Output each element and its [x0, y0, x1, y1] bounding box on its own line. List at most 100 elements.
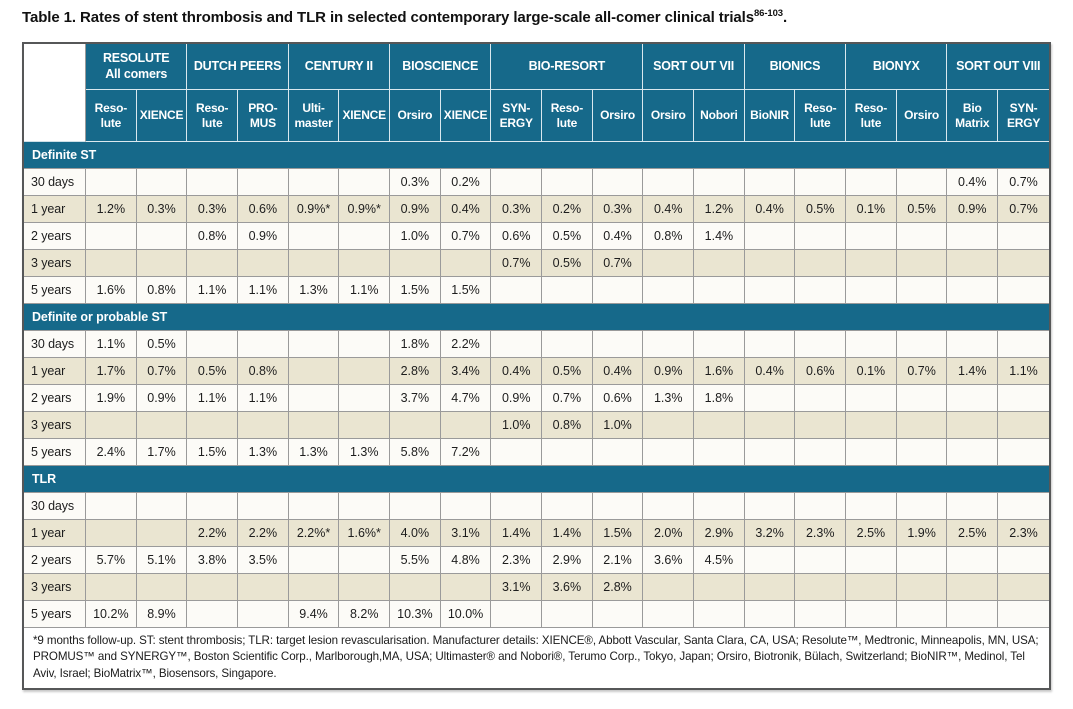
stent-header-resolute-16: Reso-lute: [846, 90, 897, 142]
value-cell: [846, 331, 897, 358]
value-cell: [187, 493, 239, 520]
row-label: 5 years: [24, 277, 86, 304]
trial-header-bioscience: BIOSCIENCE: [390, 44, 492, 90]
table-body: Definite ST 30 days 0.3% 0.2% 0.4% 0.7% 1 year…: [24, 142, 1049, 628]
data-row-definite-st-30-days: 30 days 0.3% 0.2% 0.4% 0.7%: [24, 169, 1049, 196]
value-cell: [896, 250, 948, 277]
value-cell: [947, 250, 999, 277]
value-cell: 0.3%: [592, 196, 644, 223]
section-row-definite-st: Definite ST: [24, 142, 1049, 169]
value-cell: [491, 493, 543, 520]
value-cell: [998, 250, 1049, 277]
value-cell: [998, 601, 1049, 628]
value-cell: 1.4%: [491, 520, 543, 547]
data-row-definite-st-3-years: 3 years 0.7% 0.5% 0.7%: [24, 250, 1049, 277]
value-cell: [187, 250, 239, 277]
value-cell: 10.0%: [440, 601, 492, 628]
value-cell: 0.7%: [592, 250, 644, 277]
data-row-definite-or-probable-st-5-years: 5 years 2.4% 1.7% 1.5% 1.3% 1.3% 1.3% 5.8% 7.2%: [24, 439, 1049, 466]
stent-header-promus-4: PRO- MUS: [238, 90, 289, 142]
value-cell: [694, 439, 745, 466]
value-cell: 0.2%: [542, 196, 593, 223]
value-cell: [288, 331, 340, 358]
row-label: 1 year: [24, 520, 86, 547]
value-cell: 1.6%: [86, 277, 137, 304]
value-cell: 2.5%: [947, 520, 999, 547]
value-cell: 1.2%: [86, 196, 137, 223]
value-cell: [795, 493, 847, 520]
value-cell: [896, 412, 948, 439]
value-cell: [643, 277, 695, 304]
value-cell: [694, 601, 745, 628]
data-row-tlr-2-years: 2 years 5.7% 5.1% 3.8% 3.5% 5.5% 4.8% 2.3% 2.9% 2…: [24, 547, 1049, 574]
value-cell: 1.5%: [592, 520, 644, 547]
value-cell: 1.8%: [694, 385, 745, 412]
value-cell: [744, 169, 796, 196]
value-cell: [136, 223, 188, 250]
footnote-row: *9 months follow-up. ST: stent thrombosi…: [24, 628, 1049, 689]
value-cell: 0.4%: [440, 196, 492, 223]
value-cell: [491, 169, 543, 196]
value-cell: [795, 439, 847, 466]
value-cell: 1.1%: [238, 277, 289, 304]
value-cell: [339, 223, 391, 250]
value-cell: [846, 223, 897, 250]
stent-header-xience-6: XIENCE: [339, 90, 391, 142]
value-cell: [288, 385, 340, 412]
value-cell: [288, 250, 340, 277]
value-cell: 3.1%: [440, 520, 492, 547]
stent-header-orsiro-12: Orsiro: [643, 90, 695, 142]
value-cell: 1.6%: [694, 358, 745, 385]
value-cell: [339, 412, 391, 439]
value-cell: [136, 574, 188, 601]
value-cell: [288, 169, 340, 196]
value-cell: 0.7%: [998, 169, 1049, 196]
value-cell: [846, 277, 897, 304]
value-cell: [136, 520, 188, 547]
value-cell: 0.8%: [187, 223, 239, 250]
value-cell: 0.4%: [643, 196, 695, 223]
stent-header-resolute-3: Reso-lute: [187, 90, 239, 142]
section-row-definite-or-probable-st: Definite or probable ST: [24, 304, 1049, 331]
value-cell: 0.6%: [238, 196, 289, 223]
value-cell: 1.3%: [288, 439, 340, 466]
value-cell: [643, 493, 695, 520]
value-cell: 2.8%: [390, 358, 441, 385]
value-cell: [339, 331, 391, 358]
value-cell: [846, 385, 897, 412]
value-cell: [896, 331, 948, 358]
data-row-definite-st-5-years: 5 years 1.6% 0.8% 1.1% 1.1% 1.3% 1.1% 1.5% 1.5%: [24, 277, 1049, 304]
corner-cell: [24, 44, 86, 142]
value-cell: 0.4%: [744, 358, 796, 385]
value-cell: 1.6%*: [339, 520, 391, 547]
value-cell: 1.5%: [390, 277, 441, 304]
value-cell: [390, 412, 441, 439]
value-cell: 7.2%: [440, 439, 492, 466]
row-label: 3 years: [24, 250, 86, 277]
row-label: 1 year: [24, 196, 86, 223]
value-cell: [86, 520, 137, 547]
value-cell: 0.9%: [643, 358, 695, 385]
value-cell: 1.0%: [390, 223, 441, 250]
value-cell: [238, 331, 289, 358]
value-cell: [896, 547, 948, 574]
value-cell: [542, 601, 593, 628]
value-cell: 1.4%: [694, 223, 745, 250]
value-cell: [86, 223, 137, 250]
row-label: 3 years: [24, 574, 86, 601]
value-cell: [795, 574, 847, 601]
value-cell: [795, 385, 847, 412]
value-cell: [896, 439, 948, 466]
data-row-definite-st-2-years: 2 years 0.8% 0.9% 1.0% 0.7% 0.6% 0.5% 0.4% 0.8% 1…: [24, 223, 1049, 250]
value-cell: [947, 547, 999, 574]
trial-header-sort-out-vii: SORT OUT VII: [643, 44, 745, 90]
table-title: Table 1. Rates of stent thrombosis and T…: [22, 9, 787, 26]
value-cell: 1.9%: [896, 520, 948, 547]
value-cell: [339, 547, 391, 574]
trial-header-bionyx: BIONYX: [846, 44, 948, 90]
value-cell: 1.5%: [440, 277, 492, 304]
value-cell: 0.8%: [542, 412, 593, 439]
data-row-definite-or-probable-st-1-year: 1 year 1.7% 0.7% 0.5% 0.8% 2.8% 3.4% 0.4% 0.5% 0.…: [24, 358, 1049, 385]
value-cell: 2.0%: [643, 520, 695, 547]
